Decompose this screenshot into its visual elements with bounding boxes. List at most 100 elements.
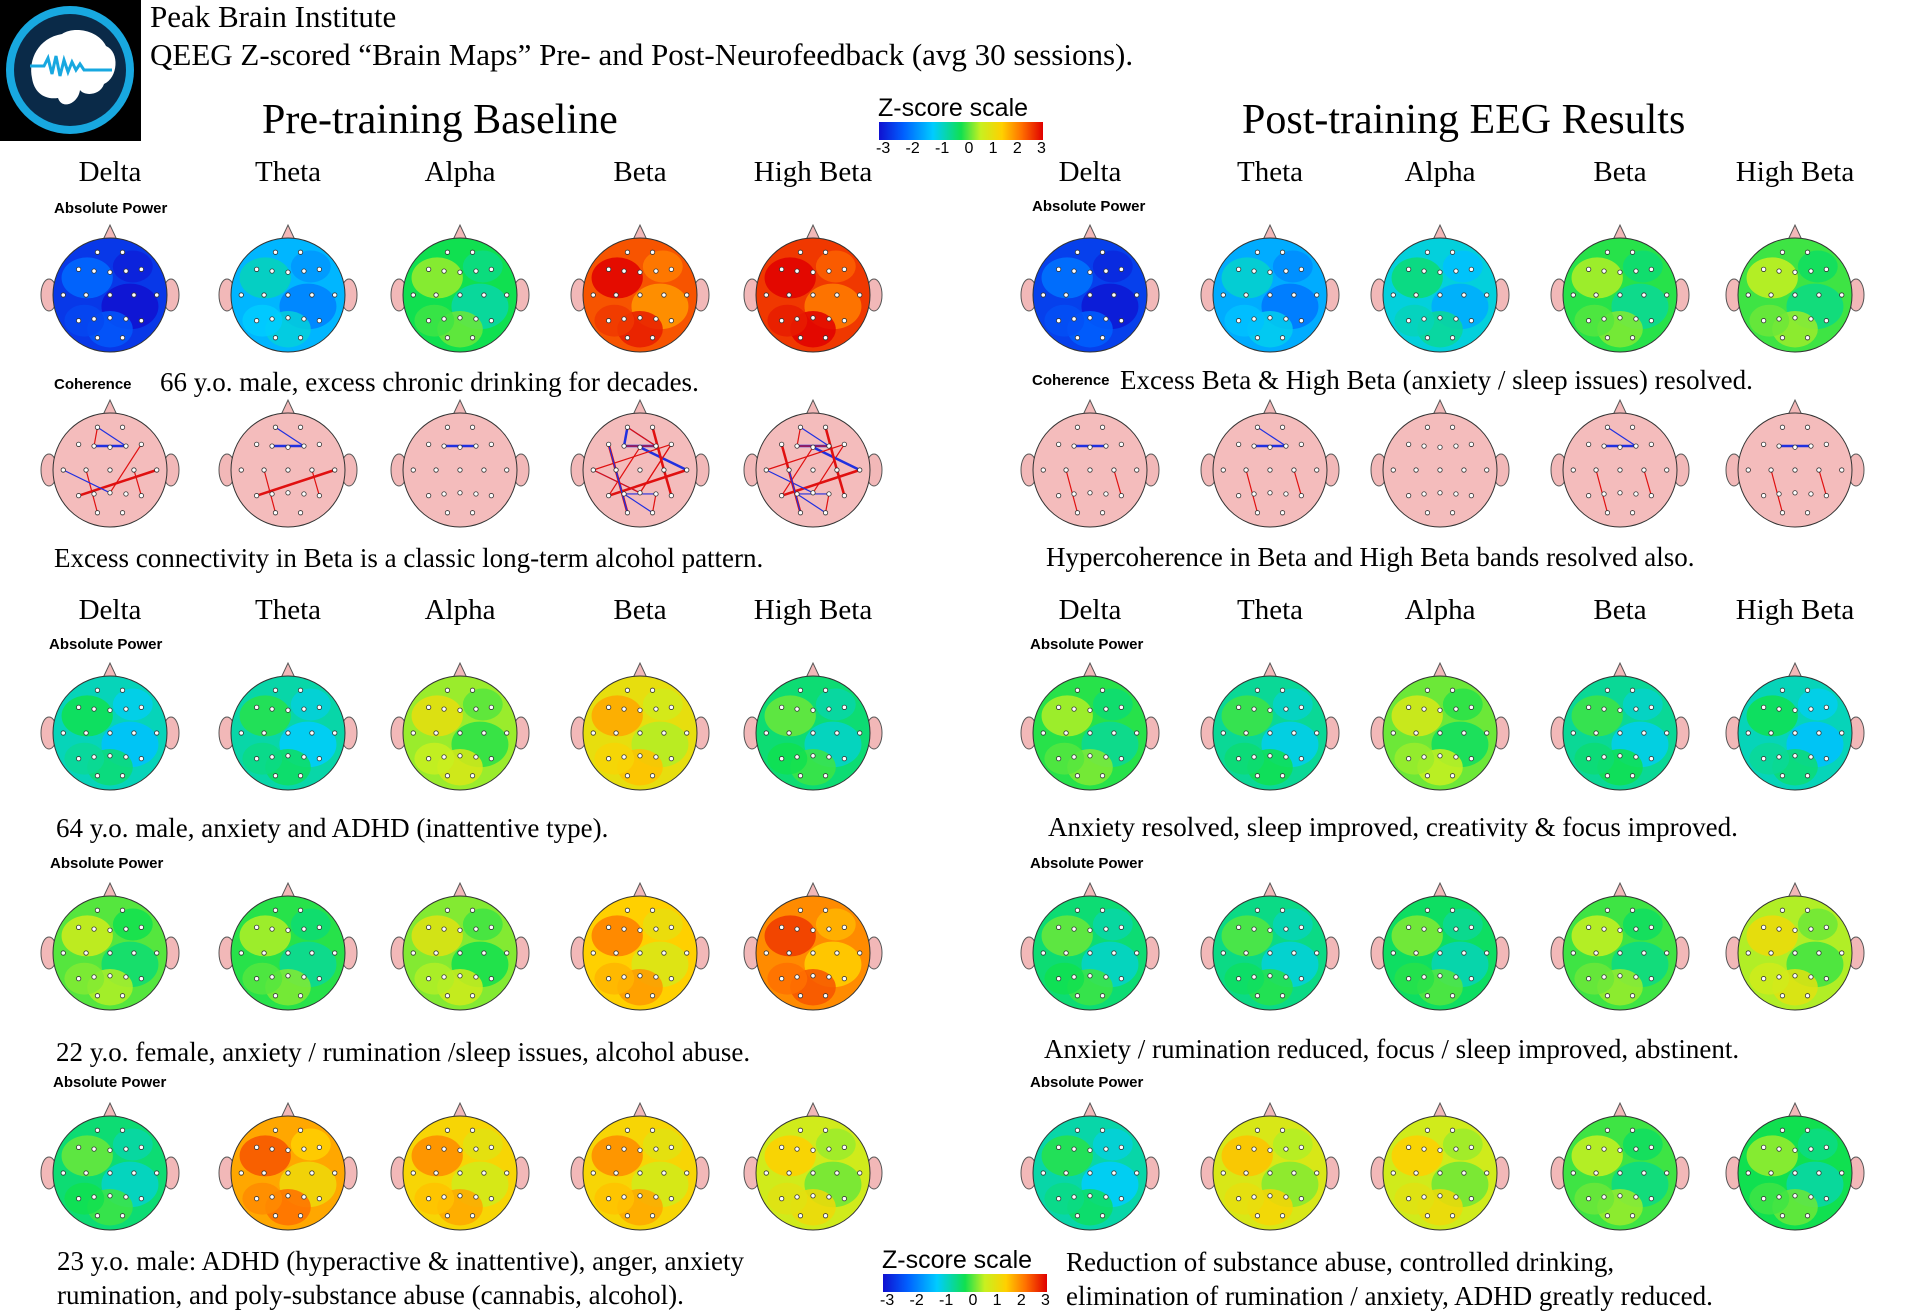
z-score-head-map — [390, 881, 530, 1011]
electrode — [1453, 268, 1459, 274]
map-region — [61, 695, 113, 737]
electrode — [138, 493, 144, 499]
electrode — [410, 730, 416, 736]
electrode — [661, 292, 667, 298]
electrode — [1808, 491, 1814, 497]
electrode — [1437, 315, 1443, 321]
electrode — [621, 926, 627, 932]
electrode — [841, 704, 847, 710]
electrode — [1808, 926, 1814, 932]
electrode — [1236, 976, 1242, 982]
electrode — [668, 266, 674, 272]
electrode — [1298, 924, 1304, 930]
electrode — [637, 315, 643, 321]
electrode — [834, 730, 840, 736]
head-outline — [402, 1115, 518, 1231]
map-region — [1272, 688, 1313, 721]
electrode — [810, 707, 816, 713]
electrode — [457, 1170, 463, 1176]
electrode — [841, 493, 847, 499]
electrode — [269, 268, 275, 274]
electrode — [1406, 493, 1412, 499]
electrode — [488, 493, 494, 499]
map-region — [290, 1128, 331, 1161]
electrode — [841, 318, 847, 324]
electrode — [444, 335, 451, 341]
electrode — [473, 926, 479, 932]
electrode — [1768, 1170, 1774, 1176]
electrode — [1570, 1170, 1576, 1176]
map-region — [642, 908, 683, 941]
electrode — [1792, 269, 1798, 275]
electrode — [1586, 493, 1592, 499]
electrode — [1804, 249, 1811, 255]
electrode — [590, 950, 596, 956]
electrode — [1291, 1170, 1297, 1176]
head-outline — [1212, 895, 1328, 1011]
electrode — [1629, 993, 1636, 999]
electrode — [316, 493, 322, 499]
electrode — [1633, 316, 1639, 322]
electrode — [1111, 730, 1117, 736]
head-outline — [52, 237, 168, 353]
electrode — [637, 707, 643, 713]
electrode — [1437, 292, 1443, 298]
electrode — [637, 1193, 643, 1199]
electrode — [668, 1144, 674, 1150]
z-score-scale-top: Z-score scale -3 -2 -1 0 1 2 3 — [876, 94, 1046, 158]
map-region — [1797, 688, 1838, 721]
electrode — [76, 1196, 82, 1202]
z-scale-colorbar — [879, 122, 1043, 140]
electrode — [1220, 292, 1226, 298]
electrode — [1453, 706, 1459, 712]
electrode — [797, 687, 804, 693]
electrode — [1449, 773, 1456, 779]
electrode — [1839, 1170, 1845, 1176]
electrode — [488, 441, 494, 447]
electrode — [1804, 335, 1811, 341]
electrode — [83, 292, 89, 298]
z-score-head-map — [570, 223, 710, 353]
electrode — [1056, 1196, 1062, 1202]
z-score-head-map — [1370, 223, 1510, 353]
electrode — [1267, 467, 1273, 473]
electrode — [488, 756, 494, 762]
electrode — [1040, 292, 1046, 298]
map-region — [1391, 695, 1443, 737]
electrode — [1776, 268, 1782, 274]
electrode — [107, 467, 113, 473]
electrode — [1298, 756, 1304, 762]
absolute-power-label: Absolute Power — [50, 855, 164, 872]
electrode — [1413, 467, 1419, 473]
electrode — [272, 1213, 279, 1219]
map-region — [462, 688, 503, 721]
electrode — [668, 1196, 674, 1202]
electrode — [779, 924, 785, 930]
coherence-head-map — [1200, 398, 1340, 528]
z-scale-ticks: -3 -2 -1 0 1 2 3 — [876, 140, 1046, 158]
electrode — [1406, 704, 1412, 710]
electrode — [1298, 976, 1304, 982]
electrode — [1629, 907, 1636, 913]
electrode — [1283, 974, 1289, 980]
electrode — [261, 292, 267, 298]
electrode — [1254, 993, 1261, 999]
electrode — [1283, 926, 1289, 932]
map-region — [1746, 915, 1798, 957]
electrode — [297, 335, 304, 341]
electrode — [1236, 493, 1242, 499]
electrode — [1601, 706, 1607, 712]
electrode — [269, 706, 275, 712]
band-label: Beta — [1593, 156, 1647, 188]
head-outline — [402, 237, 518, 353]
electrode — [822, 907, 829, 913]
electrode — [107, 269, 113, 275]
map-region — [242, 742, 283, 775]
electrode — [1593, 730, 1599, 736]
electrode — [1617, 490, 1623, 496]
map-region — [594, 1182, 635, 1215]
map-region — [1041, 695, 1093, 737]
map-region — [1797, 908, 1838, 941]
electrode — [1236, 1144, 1242, 1150]
electrode — [301, 974, 307, 980]
